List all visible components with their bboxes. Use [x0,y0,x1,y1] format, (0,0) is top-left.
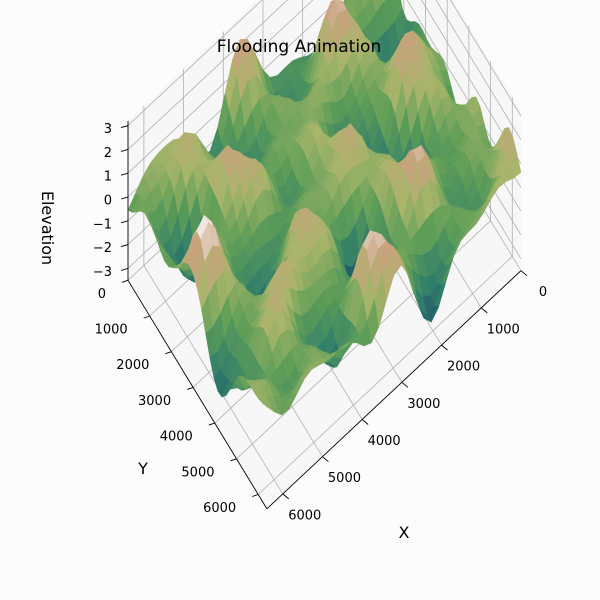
z-tick [120,244,129,248]
x-tick [361,419,369,425]
tick-labels: 0 1000 2000 3000 4000 5000 6000 0 1000 2000 3000 40… [93,122,547,523]
x-tick-label: 1000 [487,322,520,337]
x-tick [480,307,488,314]
y-axis-label: Y [137,459,148,478]
elevation-surface [127,0,522,416]
x-tick [401,381,409,388]
z-axis-label: Elevation [38,191,57,265]
x-tick [441,344,448,351]
axes [120,120,528,510]
y-axis-line [127,280,268,510]
z-tick [120,220,129,224]
y-tick-label: 0 [98,287,106,302]
grid-z-side [435,0,522,141]
grid-z-side [449,0,522,117]
y-tick [252,494,259,497]
grid-x-floor [143,265,284,495]
x-tick-label: 2000 [447,360,480,375]
z-tick [120,125,129,129]
y-tick-label: 2000 [116,358,149,373]
y-tick-label: 5000 [181,465,214,480]
z-tick-label: 2 [104,146,112,161]
y-tick [165,351,172,355]
z-tick-label: −2 [93,241,112,256]
grid-y-floor [257,256,513,495]
z-tick [120,172,129,176]
y-tick-label: 4000 [160,430,193,445]
z-tick-label: 0 [104,194,112,209]
z-tick-label: −3 [93,265,112,280]
z-tick-label: 1 [104,170,112,185]
z-tick-label: 3 [104,122,112,137]
y-tick-label: 6000 [203,501,236,516]
surface-facet [509,152,522,179]
grid-z-side [421,0,522,164]
y-tick [186,386,194,390]
x-tick-label: 6000 [288,508,321,523]
x-tick [520,270,528,277]
grid-z-back [127,0,263,126]
x-tick-label: 5000 [328,471,361,486]
y-tick-label: 3000 [138,394,171,409]
z-tick [120,267,129,271]
y-tick [208,422,215,426]
y-tick [121,279,129,283]
x-tick [322,456,329,463]
x-tick-label: 3000 [407,397,440,412]
x-tick-label: 4000 [368,434,401,449]
z-tick-label: −1 [93,217,112,232]
y-tick [230,458,237,462]
x-tick [282,493,290,500]
y-tick-label: 1000 [95,323,128,338]
x-axis-line [266,270,522,510]
x-axis-label: X [399,523,410,542]
z-tick [120,196,129,200]
chart-title: Flooding Animation [217,37,381,57]
grid-z-back [127,0,289,150]
x-tick-label: 0 [539,285,547,300]
z-tick [120,148,129,152]
y-tick [143,315,150,319]
